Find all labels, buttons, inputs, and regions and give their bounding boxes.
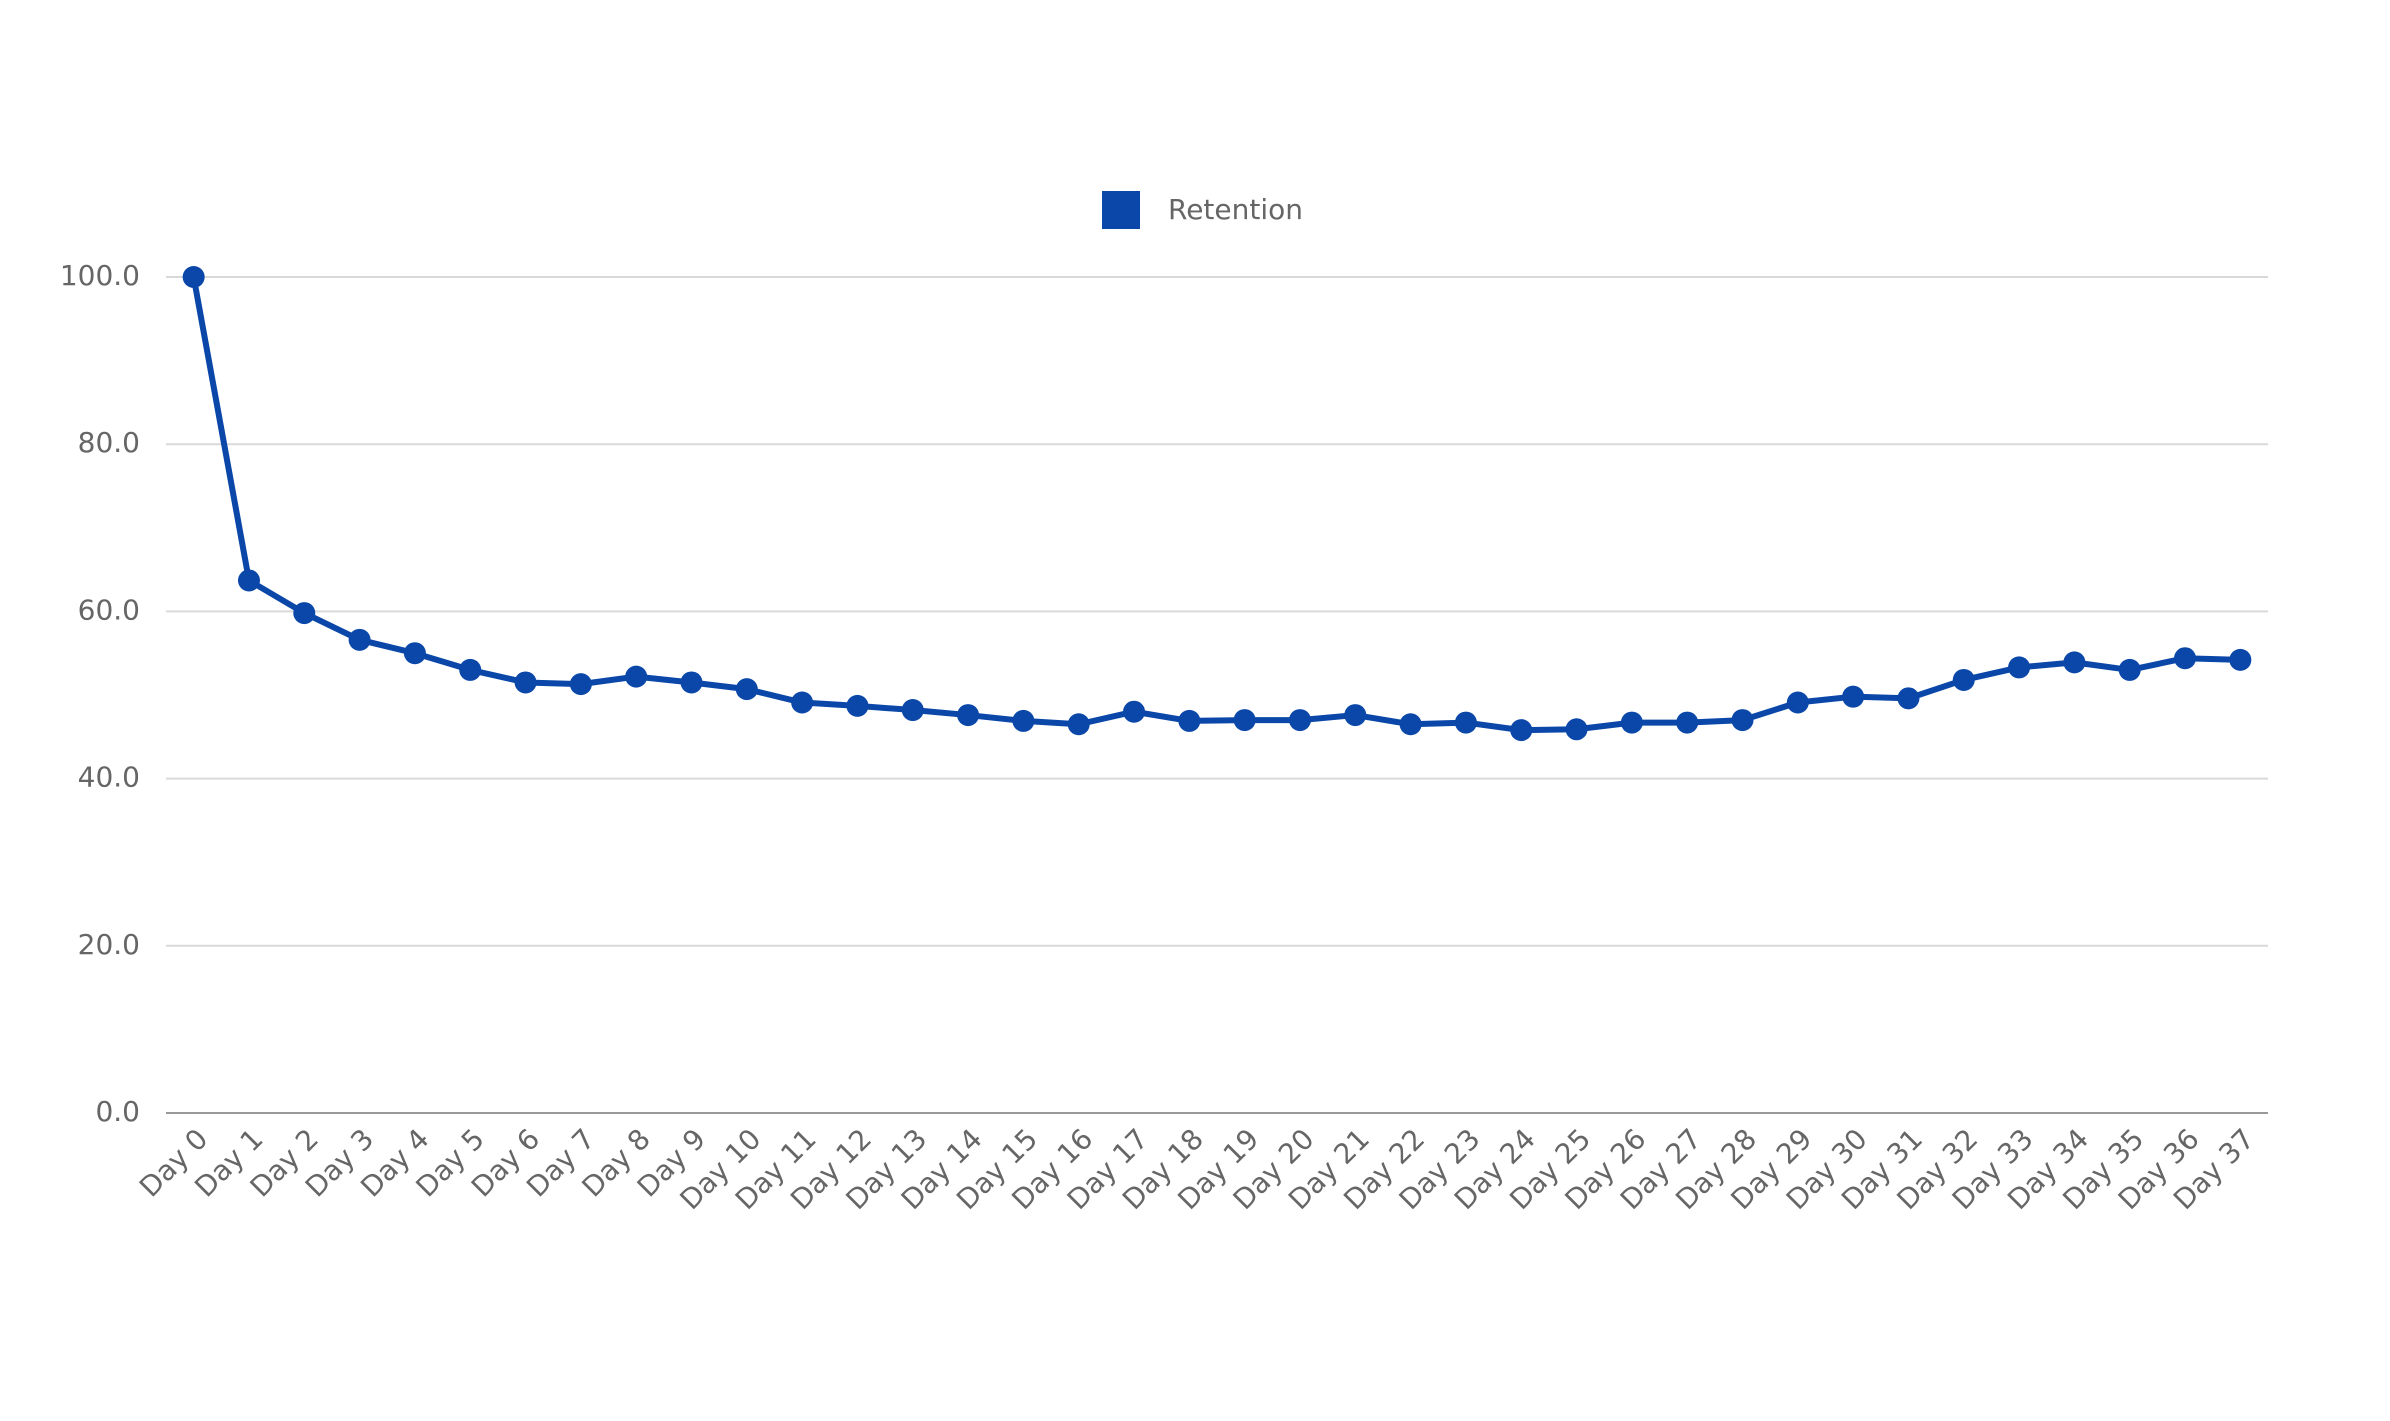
point [735,678,758,701]
point [459,658,482,681]
point [514,671,537,694]
point [1842,685,1865,708]
point [1012,709,1035,732]
point [1454,711,1477,734]
point [791,691,814,714]
point [1786,691,1809,714]
point [1620,711,1643,734]
point [2008,656,2031,679]
point [1123,700,1146,723]
point [2063,651,2086,674]
point [182,266,205,288]
point [2229,648,2252,671]
legend-label: Retention [1168,193,1303,226]
point [1897,687,1920,710]
y-tick-label: 100.0 [60,259,140,292]
point [1510,719,1533,742]
point [237,569,260,592]
line [190,276,2241,734]
point [1676,711,1699,734]
point [1344,704,1367,727]
y-tick-label: 0.0 [95,1095,140,1128]
point [625,665,648,688]
point [846,694,869,717]
point [348,628,371,651]
point [1565,718,1588,741]
y-tick-label: 40.0 [78,761,140,794]
y-tick-label: 60.0 [78,593,140,626]
legend-swatch [1102,191,1140,229]
point [403,642,426,665]
point [1399,713,1422,736]
point [293,602,316,625]
point [901,699,924,722]
y-tick-label: 20.0 [78,928,140,961]
point [2174,647,2197,670]
point [569,673,592,696]
point [1288,709,1311,732]
point [2118,658,2141,681]
point [1233,709,1256,732]
point [957,704,980,727]
point [1067,713,1090,736]
point [1952,668,1975,691]
point [680,671,703,694]
point [1731,709,1754,732]
y-tick-label: 80.0 [78,426,140,459]
point [1178,709,1201,732]
